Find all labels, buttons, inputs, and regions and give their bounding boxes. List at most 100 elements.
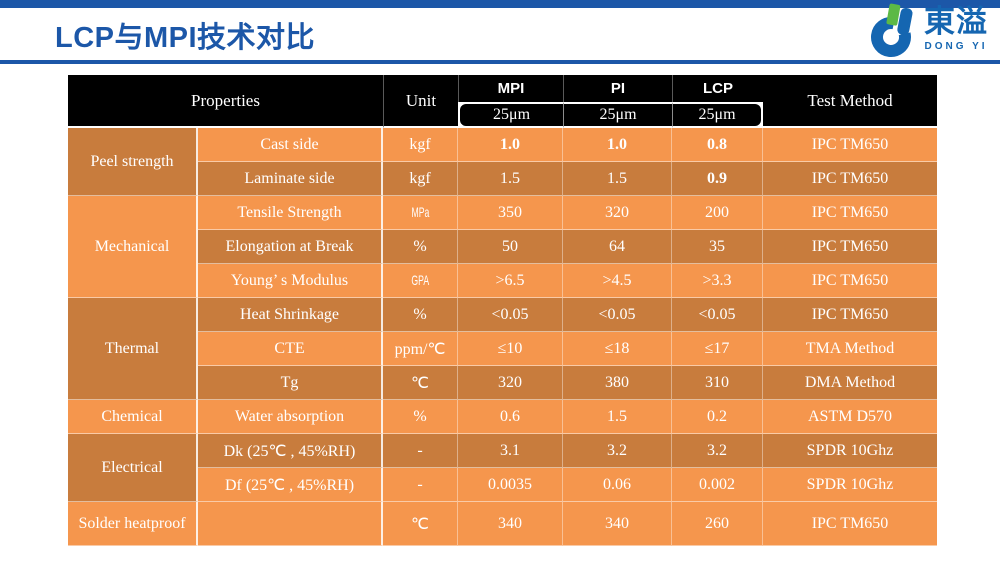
value-cell: 35 bbox=[672, 230, 763, 264]
value-cell: 50 bbox=[458, 230, 563, 264]
value-cell: 64 bbox=[563, 230, 672, 264]
unit-cell: - bbox=[383, 468, 458, 502]
table-row: Young’ s Modulus GPA >6.5 >4.5 >3.3 IPC TM650 bbox=[68, 264, 937, 298]
material-header-pi: PI bbox=[563, 75, 672, 102]
method-cell: IPC TM650 bbox=[763, 502, 937, 546]
title-divider bbox=[0, 60, 1000, 64]
material-header-mpi: MPI bbox=[458, 75, 563, 102]
method-cell: IPC TM650 bbox=[763, 162, 937, 196]
value-cell: 3.2 bbox=[563, 434, 672, 468]
property-cell: Df (25℃ , 45%RH) bbox=[198, 468, 383, 502]
unit-cell: kgf bbox=[383, 162, 458, 196]
logo-text: 東溢 DONG YI bbox=[924, 3, 988, 52]
page-title: LCP与MPI技术对比 bbox=[55, 22, 316, 54]
method-cell: IPC TM650 bbox=[763, 196, 937, 230]
property-cell: Laminate side bbox=[198, 162, 383, 196]
property-cell: Heat Shrinkage bbox=[198, 298, 383, 332]
value-cell: ≤10 bbox=[458, 332, 563, 366]
property-cell: Tg bbox=[198, 366, 383, 400]
category-cell: Thermal bbox=[68, 298, 198, 400]
value-cell: 200 bbox=[672, 196, 763, 230]
table-row: Electrical Dk (25℃ , 45%RH) -3.1 3.2 3.2 SPDR… bbox=[68, 434, 937, 502]
table-row: Elongation at Break% 50 64 35 IPC TM650 bbox=[68, 230, 937, 264]
unit-cell: ℃ bbox=[383, 366, 458, 400]
unit-cell: ℃ bbox=[383, 502, 458, 546]
table-row: Peel strength Cast side kgf 1.0 1.0 0.8 IPC TM… bbox=[68, 128, 937, 196]
value-cell: 350 bbox=[458, 196, 563, 230]
method-cell: SPDR 10Ghz bbox=[763, 434, 937, 468]
value-cell: >4.5 bbox=[563, 264, 672, 298]
property-cell: Cast side bbox=[198, 128, 383, 162]
method-cell: IPC TM650 bbox=[763, 230, 937, 264]
method-cell: TMA Method bbox=[763, 332, 937, 366]
value-cell: 3.1 bbox=[458, 434, 563, 468]
table-row: Tg ℃ 320 380 310 DMA Method bbox=[68, 366, 937, 400]
value-cell: 0.9 bbox=[672, 162, 763, 196]
value-cell: 380 bbox=[563, 366, 672, 400]
top-accent-bar bbox=[0, 0, 1000, 8]
value-cell: ≤17 bbox=[672, 332, 763, 366]
value-cell: 260 bbox=[672, 502, 763, 546]
unit-header: Unit bbox=[383, 75, 458, 128]
value-cell: ≤18 bbox=[563, 332, 672, 366]
table-row: Mechanical Tensile Strength MPa 350 320 200 IP… bbox=[68, 196, 937, 298]
thickness-subheader-mpi: 25μm bbox=[458, 102, 563, 128]
method-cell: IPC TM650 bbox=[763, 128, 937, 162]
value-cell: >3.3 bbox=[672, 264, 763, 298]
unit-cell: % bbox=[383, 230, 458, 264]
properties-header: Properties bbox=[68, 75, 383, 128]
category-cell: Solder heatproof bbox=[68, 502, 198, 546]
value-cell: <0.05 bbox=[458, 298, 563, 332]
value-cell: 1.0 bbox=[563, 128, 672, 162]
value-cell: 1.5 bbox=[458, 162, 563, 196]
method-cell: SPDR 10Ghz bbox=[763, 468, 937, 502]
table-row: Solder heatproof ℃ 340 340 260 IPC TM650 bbox=[68, 502, 937, 546]
value-cell: <0.05 bbox=[672, 298, 763, 332]
value-cell: 0.2 bbox=[672, 400, 763, 434]
logo-name-cn: 東溢 bbox=[924, 4, 988, 39]
value-cell: 1.0 bbox=[458, 128, 563, 162]
unit-label: GPA bbox=[411, 271, 429, 288]
method-cell: ASTM D570 bbox=[763, 400, 937, 434]
unit-label: MPa bbox=[411, 203, 429, 220]
value-cell: 0.002 bbox=[672, 468, 763, 502]
value-cell: <0.05 bbox=[563, 298, 672, 332]
method-cell: IPC TM650 bbox=[763, 298, 937, 332]
value-cell: 0.8 bbox=[672, 128, 763, 162]
table-row: CTE ppm/℃ ≤10 ≤18 ≤17 TMA Method bbox=[68, 332, 937, 366]
value-cell: 310 bbox=[672, 366, 763, 400]
value-cell: 1.5 bbox=[563, 162, 672, 196]
property-cell bbox=[198, 502, 383, 546]
table-row: Df (25℃ , 45%RH) -0.0035 0.06 0.002 SPDR 10G… bbox=[68, 468, 937, 502]
property-cell: Tensile Strength bbox=[198, 196, 383, 230]
thickness-subheader-pi: 25μm bbox=[563, 102, 672, 128]
value-cell: 0.06 bbox=[563, 468, 672, 502]
property-cell: CTE bbox=[198, 332, 383, 366]
category-cell: Mechanical bbox=[68, 196, 198, 298]
unit-cell: kgf bbox=[383, 128, 458, 162]
property-cell: Water absorption bbox=[198, 400, 383, 434]
method-cell: IPC TM650 bbox=[763, 264, 937, 298]
unit-cell: - bbox=[383, 434, 458, 468]
logo-name-en: DONG YI bbox=[924, 41, 988, 52]
value-cell: 0.0035 bbox=[458, 468, 563, 502]
brand-logo: 東溢 DONG YI bbox=[867, 3, 988, 64]
value-cell: 340 bbox=[458, 502, 563, 546]
value-cell: 1.5 bbox=[563, 400, 672, 434]
property-cell: Young’ s Modulus bbox=[198, 264, 383, 298]
value-cell: 320 bbox=[458, 366, 563, 400]
table-row: Chemical Water absorption% 0.6 1.5 0.2 ASTM D… bbox=[68, 400, 937, 434]
unit-cell: ppm/℃ bbox=[383, 332, 458, 366]
category-cell: Peel strength bbox=[68, 128, 198, 196]
unit-cell: % bbox=[383, 298, 458, 332]
test-method-header: Test Method bbox=[763, 75, 937, 128]
value-cell: 3.2 bbox=[672, 434, 763, 468]
property-cell: Dk (25℃ , 45%RH) bbox=[198, 434, 383, 468]
value-cell: 0.6 bbox=[458, 400, 563, 434]
unit-cell: MPa bbox=[383, 196, 458, 230]
material-header-lcp: LCP bbox=[672, 75, 763, 102]
thickness-subheader-lcp: 25μm bbox=[672, 102, 763, 128]
logo-mark-icon bbox=[867, 3, 921, 64]
value-cell: 340 bbox=[563, 502, 672, 546]
